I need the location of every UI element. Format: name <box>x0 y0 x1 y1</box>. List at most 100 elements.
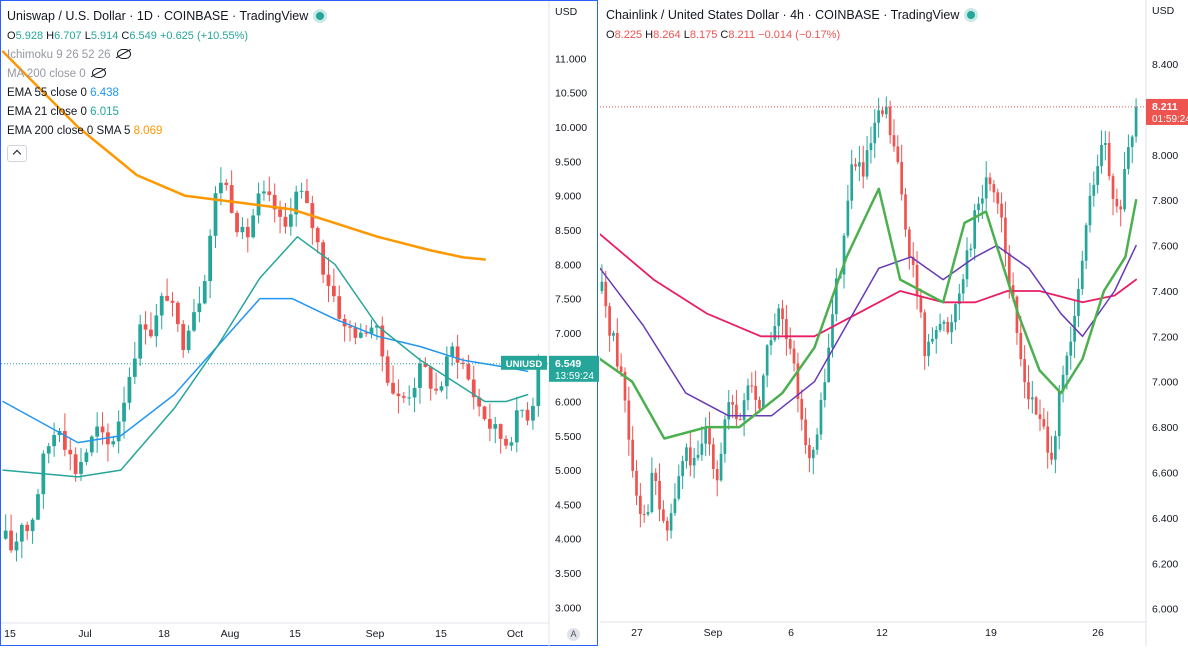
uniswap-chart-pane[interactable]: USD 3.000 3.500 4.000 4.500 5.000 5.500 6.000 6.… <box>0 0 599 647</box>
indicator-ichimoku[interactable]: Ichimoku 9 26 52 26 <box>7 46 324 65</box>
candle-body <box>149 329 153 337</box>
candle-body <box>79 461 83 474</box>
candle-up <box>746 378 750 411</box>
candle-body <box>769 340 773 346</box>
candle-up <box>823 368 827 408</box>
y-tick-label: 7.400 <box>1152 286 1178 298</box>
candle-body <box>278 209 282 217</box>
candle-down <box>1042 407 1046 430</box>
ema21-line <box>2 236 529 478</box>
candle-body <box>708 426 711 445</box>
y-tick-label: 4.500 <box>555 499 581 511</box>
candle-down <box>992 180 996 203</box>
candle-up <box>531 397 535 430</box>
candle-up <box>79 448 83 481</box>
y-tick-label: 9.500 <box>555 156 581 168</box>
candle-body <box>498 424 503 439</box>
candle-body <box>235 212 239 233</box>
candle-up <box>84 448 89 466</box>
candle-down <box>401 392 406 404</box>
candle-down <box>482 405 487 421</box>
candle-body <box>700 443 704 455</box>
candle-up <box>954 303 957 331</box>
candle-body <box>827 347 830 383</box>
indicator-ma200[interactable]: MA 200 close 0 <box>7 65 324 84</box>
candle-body <box>923 312 927 357</box>
indicator-ema55[interactable]: EMA 55 close 0 6.438 <box>7 87 119 99</box>
candle-up <box>677 464 681 501</box>
candle-up <box>669 503 673 539</box>
candle-down <box>278 200 282 234</box>
collapse-legend-button[interactable] <box>7 145 27 162</box>
candle-up <box>969 243 973 258</box>
candle-up <box>927 334 930 367</box>
candle-down <box>662 500 665 524</box>
candle-up <box>202 274 207 305</box>
candle-down <box>423 357 428 368</box>
candle-body <box>704 426 708 444</box>
candle-body <box>262 191 266 194</box>
candle-body <box>761 375 765 409</box>
candle-down <box>923 309 927 370</box>
candle-down <box>353 322 358 345</box>
candle-body <box>1100 144 1103 167</box>
candle-body <box>1057 391 1061 437</box>
indicator-ema200[interactable]: EMA 200 close 0 SMA 5 8.069 <box>7 125 163 137</box>
candle-up <box>418 357 422 404</box>
candle-down <box>754 370 757 415</box>
candle-body <box>471 379 476 398</box>
candle-body <box>461 362 465 365</box>
y-tick-label: 5.500 <box>555 431 581 443</box>
candle-body <box>1065 355 1069 375</box>
candle-body <box>159 295 164 316</box>
y-tick-label: 8.400 <box>1152 59 1178 71</box>
candle-body <box>1007 253 1011 286</box>
candle-up <box>692 447 696 479</box>
candle-body <box>240 226 245 233</box>
candle-down <box>25 521 30 540</box>
candle-up <box>704 417 708 457</box>
x-tick-label: 19 <box>985 627 997 639</box>
candle-up <box>127 367 132 410</box>
candle-body <box>719 453 723 481</box>
candle-body <box>669 513 673 531</box>
hidden-eye-icon[interactable] <box>116 49 131 59</box>
chainlink-chart-canvas[interactable]: USD 6.000 6.200 6.400 6.600 6.800 7.000 7.200 7.… <box>600 0 1188 646</box>
candle-body <box>1092 184 1096 196</box>
candle-body <box>181 324 186 351</box>
candle-body <box>1030 397 1034 400</box>
candle-down <box>428 365 433 401</box>
candle-body <box>272 194 277 210</box>
candle-down <box>224 178 229 191</box>
candle-down <box>988 172 992 192</box>
chainlink-chart-pane[interactable]: USD 6.000 6.200 6.400 6.600 6.800 7.000 7.200 7.… <box>600 0 1188 646</box>
indicator-ema21[interactable]: EMA 21 close 0 6.015 <box>7 106 119 118</box>
candle-up <box>46 442 51 464</box>
candle-body <box>208 235 213 282</box>
candle-body <box>36 494 40 520</box>
candle-body <box>1038 414 1042 420</box>
candle-up <box>213 186 218 248</box>
candle-body <box>299 190 304 192</box>
candle-body <box>132 358 137 377</box>
candle-up <box>294 185 299 227</box>
candle-body <box>412 387 417 398</box>
candle-body <box>358 332 363 338</box>
uniswap-chart-canvas[interactable]: USD 3.000 3.500 4.000 4.500 5.000 5.500 6.000 6.… <box>1 1 599 647</box>
x-tick-label: 15 <box>435 628 447 640</box>
candle-body <box>444 356 449 387</box>
candle-down <box>796 352 800 413</box>
candle-body <box>831 314 834 348</box>
candle-up <box>95 412 100 453</box>
candle-up <box>815 428 819 455</box>
candle-body <box>942 321 946 324</box>
candle-down <box>342 314 347 342</box>
candle-body <box>375 325 379 328</box>
auto-scale-button[interactable]: A <box>567 628 580 641</box>
candle-up <box>138 314 143 367</box>
candle-up <box>761 373 765 409</box>
candle-body <box>992 184 996 193</box>
candle-body <box>823 382 827 401</box>
candle-body <box>434 388 438 391</box>
hidden-eye-icon[interactable] <box>91 68 106 78</box>
